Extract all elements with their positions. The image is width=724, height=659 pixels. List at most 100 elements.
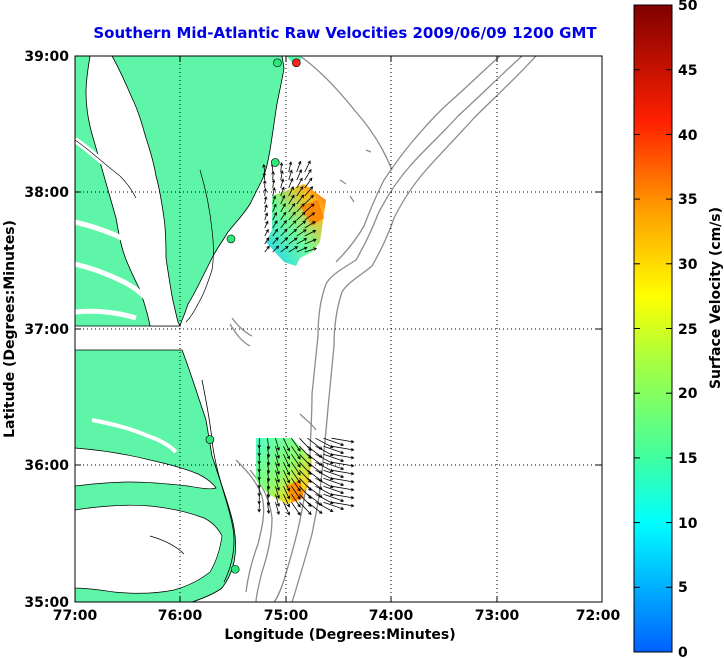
velocity-arrow: [315, 469, 334, 480]
velocity-arrow: [283, 446, 290, 460]
velocity-field-hatteras: [256, 437, 355, 516]
velocity-arrow: [304, 230, 317, 237]
velocity-arrow: [266, 502, 271, 515]
velocity-arrow: [257, 502, 261, 513]
velocity-arrow: [280, 194, 286, 205]
bathymetry-contours: [229, 56, 537, 602]
radar-station-marker: [270, 158, 280, 167]
velocity-arrow: [263, 179, 267, 189]
x-axis-label: Longitude (Degrees:Minutes): [224, 627, 455, 643]
colorbar-tick-label: 15: [678, 451, 697, 467]
velocity-arrow: [288, 161, 293, 173]
velocity-arrow: [315, 461, 334, 472]
velocity-arrow: [323, 437, 345, 446]
velocity-arrow: [271, 170, 275, 181]
velocity-arrow: [280, 220, 287, 229]
velocity-arrow: [280, 228, 288, 237]
velocity-arrow: [323, 477, 345, 486]
velocity-arrow: [288, 228, 298, 237]
velocity-arrow: [331, 461, 355, 468]
velocity-arrow: [304, 247, 318, 253]
velocity-arrow: [331, 437, 355, 444]
velocity-arrow: [331, 453, 355, 460]
velocity-arrow: [291, 445, 301, 460]
velocity-arrow: [283, 478, 290, 492]
velocity-arrow: [291, 501, 301, 516]
velocity-arrow: [304, 203, 315, 213]
velocity-arrow: [296, 229, 307, 237]
velocity-field-delmarva: [262, 160, 326, 266]
velocity-arrow: [288, 237, 298, 245]
velocity-arrow: [264, 237, 270, 245]
velocity-arrow: [275, 438, 280, 452]
velocity-arrow: [264, 212, 269, 221]
velocity-arrow: [331, 469, 355, 476]
velocity-arrow: [323, 453, 345, 462]
velocity-arrow: [271, 178, 276, 189]
x-tick-label: 74:00: [369, 608, 414, 624]
velocity-arrow: [272, 187, 276, 197]
velocity-arrow: [296, 194, 305, 205]
velocity-arrow: [304, 212, 316, 221]
velocity-arrow: [304, 160, 311, 173]
colorbar-tick-label: 10: [678, 516, 698, 532]
x-tick-label: 75:00: [264, 608, 309, 624]
velocity-arrow: [315, 485, 334, 496]
velocity-arrow: [262, 171, 267, 181]
velocity-arrow: [280, 237, 289, 245]
velocity-arrow: [283, 470, 290, 484]
velocity-arrow: [272, 195, 277, 205]
velocity-arrow: [304, 238, 317, 245]
velocity-arrow: [296, 185, 304, 197]
velocity-arrow: [315, 493, 334, 504]
colorbar-tick-label: 0: [678, 645, 688, 659]
y-tick-label: 38:00: [24, 185, 69, 201]
radar-station-marker: [292, 58, 301, 68]
radar-station-marker: [230, 564, 240, 574]
x-tick-label: 72:00: [576, 608, 621, 624]
velocity-arrow: [280, 245, 289, 253]
velocity-arrow: [275, 502, 280, 516]
velocity-arrow: [279, 161, 284, 173]
velocity-arrow: [264, 228, 269, 237]
velocity-arrow: [288, 246, 299, 253]
velocity-arrow: [288, 220, 297, 229]
colorbar-tick-label: 45: [678, 63, 697, 79]
velocity-arrow: [307, 501, 323, 514]
colorbar-tick-label: 5: [678, 580, 688, 596]
velocity-arrow: [323, 485, 345, 494]
velocity-arrow: [315, 453, 334, 464]
velocity-arrow: [280, 170, 284, 181]
velocity-arrow: [264, 204, 268, 213]
velocity-arrow: [272, 220, 278, 229]
velocity-arrow: [296, 177, 303, 189]
velocity-arrow: [283, 486, 290, 500]
velocity-arrow: [288, 211, 296, 221]
velocity-arrow: [280, 178, 285, 189]
colorbar-tick-label: 35: [678, 192, 697, 208]
velocity-arrow: [283, 438, 290, 452]
radar-stations: [205, 58, 301, 574]
colorbar-tick-label: 40: [678, 128, 698, 144]
velocity-arrow: [272, 245, 280, 253]
radar-station-marker: [226, 234, 236, 244]
velocity-arrow: [288, 203, 296, 213]
velocity-arrow: [272, 211, 277, 221]
velocity-arrow: [315, 437, 334, 448]
velocity-arrow: [304, 186, 314, 197]
velocity-arrow: [275, 486, 280, 500]
velocity-arrow: [263, 195, 268, 205]
velocity-arrow: [323, 461, 345, 470]
velocity-arrow: [262, 163, 266, 173]
velocity-arrow: [264, 245, 270, 253]
velocity-arrow: [288, 194, 295, 205]
x-tick-label: 77:00: [53, 608, 98, 624]
velocity-arrow: [296, 220, 307, 229]
velocity-arrow: [331, 501, 355, 508]
velocity-arrow: [331, 493, 355, 500]
velocity-arrow: [272, 237, 279, 245]
y-axis-label: Latitude (Degrees:Minutes): [2, 220, 18, 438]
velocity-arrow: [296, 238, 308, 245]
velocity-arrow: [288, 177, 294, 189]
